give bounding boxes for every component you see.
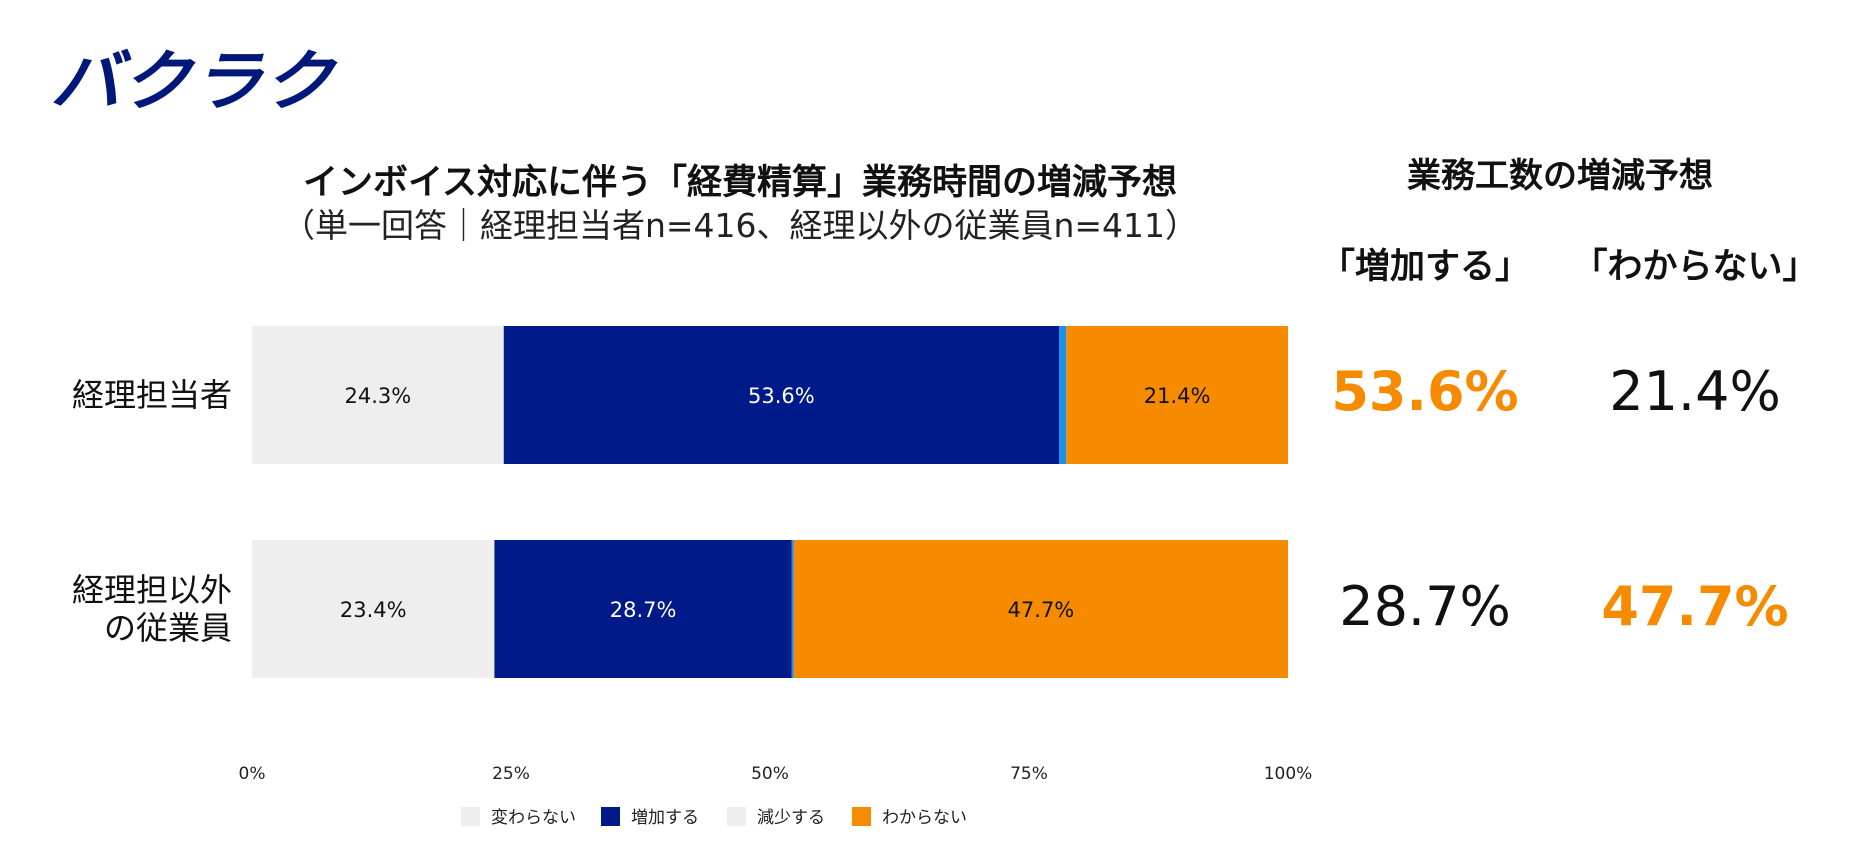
row-label-1-1: の従業員 bbox=[104, 609, 232, 647]
row-label-0-0: 経理担当者 bbox=[72, 376, 232, 414]
row-label-1-0: 経理担以外 bbox=[72, 571, 232, 609]
chart-title: インボイス対応に伴う「経費精算」業務時間の増減予想 bbox=[303, 163, 1177, 203]
bar-segment-0-0 bbox=[252, 326, 504, 464]
bar-segment-0-2 bbox=[1059, 326, 1067, 464]
legend-label-3: わからない bbox=[882, 808, 967, 828]
legend-label-1: 増加する bbox=[631, 808, 699, 828]
bar-segment-1-2 bbox=[791, 540, 794, 678]
bar-segment-1-1 bbox=[494, 540, 792, 678]
x-tick-label-1: 25% bbox=[492, 764, 530, 784]
side-value-employee-unknown: 47.7% bbox=[1601, 575, 1789, 638]
side-panel-title: 業務工数の増減予想 bbox=[1407, 156, 1713, 196]
data-label-0-3: 21.4% bbox=[1144, 384, 1211, 408]
logo-mark: バクラク bbox=[50, 43, 338, 120]
side-value-employee-increase: 28.7% bbox=[1339, 575, 1511, 638]
legend-label-0: 変わらない bbox=[491, 808, 576, 828]
data-label-1-0: 23.4% bbox=[340, 598, 407, 622]
legend-label-2: 減少する bbox=[757, 808, 825, 828]
x-tick-label-2: 50% bbox=[751, 764, 789, 784]
chart-subtitle: （単一回答｜経理担当者n=416、経理以外の従業員n=411） bbox=[281, 206, 1199, 245]
legend-swatch-3 bbox=[852, 807, 871, 826]
x-tick-label-4: 100% bbox=[1264, 764, 1313, 784]
logo-text: バクラク bbox=[50, 44, 338, 114]
bar-segment-0-1 bbox=[503, 326, 1060, 464]
x-tick-label-0: 0% bbox=[239, 764, 266, 784]
x-tick-label-3: 75% bbox=[1010, 764, 1048, 784]
side-value-accountant-unknown: 21.4% bbox=[1609, 360, 1781, 423]
data-label-0-1: 53.6% bbox=[748, 384, 815, 408]
legend-swatch-2 bbox=[727, 807, 746, 826]
data-label-1-1: 28.7% bbox=[610, 598, 677, 622]
data-label-0-0: 24.3% bbox=[345, 384, 412, 408]
side-header-unknown: 「わからない」 bbox=[1572, 247, 1818, 287]
legend-swatch-1 bbox=[601, 807, 620, 826]
side-header-increase: 「増加する」 bbox=[1319, 247, 1530, 287]
bar-segment-0-3 bbox=[1066, 326, 1288, 464]
bar-segment-1-3 bbox=[793, 540, 1288, 678]
bar-segment-1-0 bbox=[252, 540, 495, 678]
side-value-accountant-increase: 53.6% bbox=[1331, 360, 1519, 423]
data-label-1-3: 47.7% bbox=[1008, 598, 1075, 622]
legend-swatch-0 bbox=[461, 807, 480, 826]
bakuraku-logo: バクラク bbox=[48, 43, 338, 120]
